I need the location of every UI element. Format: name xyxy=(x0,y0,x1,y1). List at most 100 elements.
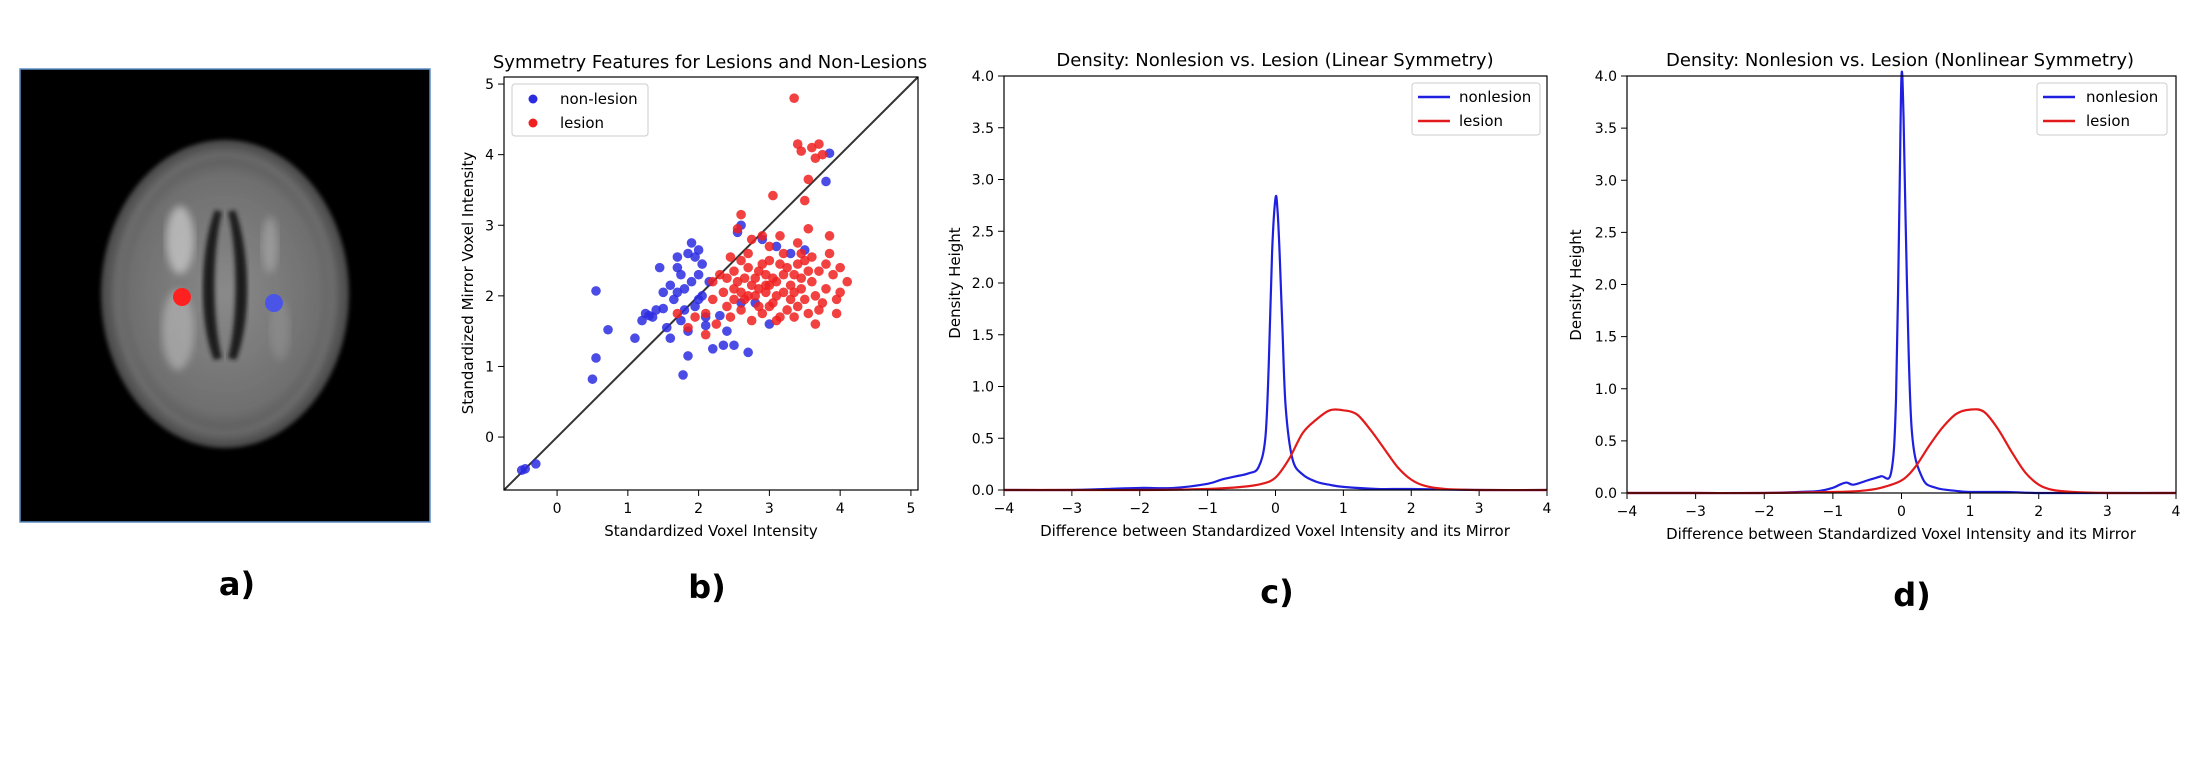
panel-d-label: d) xyxy=(1893,576,1931,614)
x-tick-label: 4 xyxy=(1543,501,1552,517)
legend-nonlesion-text: non-lesion xyxy=(560,90,638,108)
lesion-point xyxy=(796,248,807,259)
y-tick-label: 1.5 xyxy=(972,328,994,344)
nonlesion-point xyxy=(679,283,690,294)
lesion-point xyxy=(803,266,814,276)
nonlesion-point xyxy=(693,269,704,280)
nonlesion-point xyxy=(715,310,725,321)
nonlesion-point xyxy=(654,262,665,273)
nonlesion-point xyxy=(700,320,711,331)
lesion-point xyxy=(700,308,711,319)
density-linear-axes: −4 −3 −2 −1 0 1 2 3 4 0.0 0.5 1.0 1.5 2.0 2.5 3.0 3.5 4.0 xyxy=(972,69,1552,517)
lesion-point xyxy=(803,308,814,319)
panel-a-label: a) xyxy=(219,565,255,603)
lesion-point xyxy=(792,238,803,248)
x-tick-label: 3 xyxy=(765,501,774,517)
y-tick-label: 3.5 xyxy=(1595,121,1617,137)
nonlesion-point xyxy=(658,287,669,298)
lesion-point xyxy=(835,262,845,273)
nonlesion-point xyxy=(531,459,541,469)
lesion-point xyxy=(842,276,853,287)
y-tick-label: 2.0 xyxy=(972,276,994,292)
nonlesion-point xyxy=(679,305,690,315)
lesion-point xyxy=(732,223,743,234)
scatter-axes: 0 1 2 3 4 5 0 1 2 3 4 5 xyxy=(485,77,915,517)
nonlesion-point xyxy=(821,176,831,187)
x-tick-label: −4 xyxy=(1617,504,1638,520)
lesion-point xyxy=(764,255,775,266)
x-tick-label: 0 xyxy=(1897,504,1906,520)
lesion-point xyxy=(768,190,778,201)
nonlesion-point xyxy=(729,340,739,351)
nonlesion-point xyxy=(658,303,669,314)
lesion-point xyxy=(824,231,835,241)
y-tick-label: 2.5 xyxy=(972,224,994,240)
x-tick-label: −2 xyxy=(1129,501,1150,517)
lesion-point xyxy=(707,294,718,305)
density-nonlinear-title: Density: Nonlesion vs. Lesion (Nonlinear… xyxy=(1666,50,2134,71)
lesion-point xyxy=(736,255,746,266)
x-tick-label: −1 xyxy=(1823,504,1844,520)
x-tick-label: 0 xyxy=(553,501,562,517)
lesion-point xyxy=(807,252,817,262)
lesion-point xyxy=(799,294,810,305)
lesion-point xyxy=(810,291,821,301)
x-tick-label: 1 xyxy=(1966,504,1975,520)
lesion-point xyxy=(814,266,824,276)
lesion-point xyxy=(736,209,746,220)
lesion-point xyxy=(690,312,700,322)
lesion-point xyxy=(796,146,807,156)
lesion-point xyxy=(683,322,693,333)
nonlesion-point xyxy=(771,241,782,252)
lesion-point xyxy=(711,319,722,329)
lesion-point xyxy=(743,262,753,273)
x-tick-label: 3 xyxy=(1475,501,1484,517)
lesion-point xyxy=(729,266,739,276)
y-tick-label: 0.5 xyxy=(1595,434,1617,450)
lesion-point xyxy=(715,269,725,280)
nonlesion-point xyxy=(697,291,707,301)
lesion-marker-dot xyxy=(173,288,191,306)
panel-a: a) xyxy=(19,68,431,603)
nonlesion-point xyxy=(743,347,753,358)
density-linear-xlabel: Difference between Standardized Voxel In… xyxy=(1040,522,1511,540)
nonlesion-point xyxy=(647,312,658,322)
density-nonlinear-frame xyxy=(1626,75,2177,494)
y-tick-label: 4 xyxy=(485,148,494,164)
lesion-point xyxy=(799,195,810,206)
y-tick-label: 4.0 xyxy=(972,69,994,85)
x-tick-label: 0 xyxy=(1271,501,1280,517)
nonlesion-point xyxy=(718,340,729,351)
lesion-point xyxy=(732,276,743,287)
lesion-point xyxy=(707,276,718,287)
scatter-points xyxy=(503,76,919,491)
y-tick-label: 3.0 xyxy=(972,173,994,189)
nonlesion-point xyxy=(665,333,676,344)
density-linear-frame xyxy=(1003,75,1548,491)
scatter-ylabel: Standardized Mirror Voxel Intensity xyxy=(459,152,477,415)
panel-c-label: c) xyxy=(1260,573,1294,611)
lesion-density-line xyxy=(1004,408,1548,492)
lesion-point xyxy=(831,294,842,305)
nonlesion-point xyxy=(678,370,688,380)
y-tick-label: 1.5 xyxy=(1595,330,1617,346)
x-tick-label: 4 xyxy=(836,501,845,517)
lesion-point xyxy=(785,280,796,291)
lesion-point xyxy=(764,301,775,312)
lesion-point xyxy=(810,319,821,329)
y-tick-label: 0.5 xyxy=(972,431,994,447)
y-tick-label: 2.5 xyxy=(1595,225,1617,241)
y-tick-label: 0.0 xyxy=(972,483,994,499)
lesion-point xyxy=(771,315,782,326)
lesion-point xyxy=(796,283,807,294)
legend-lesion-text: lesion xyxy=(1459,112,1503,130)
density-nonlinear-lines xyxy=(1626,70,2177,495)
lesion-point xyxy=(814,305,824,315)
density-nonlinear-ylabel: Density Height xyxy=(1567,229,1585,340)
y-tick-label: 4.0 xyxy=(1595,69,1617,85)
lesion-point xyxy=(828,269,838,280)
nonlesion-point xyxy=(661,322,672,333)
x-tick-label: 5 xyxy=(906,501,915,517)
lesion-point xyxy=(753,283,764,294)
